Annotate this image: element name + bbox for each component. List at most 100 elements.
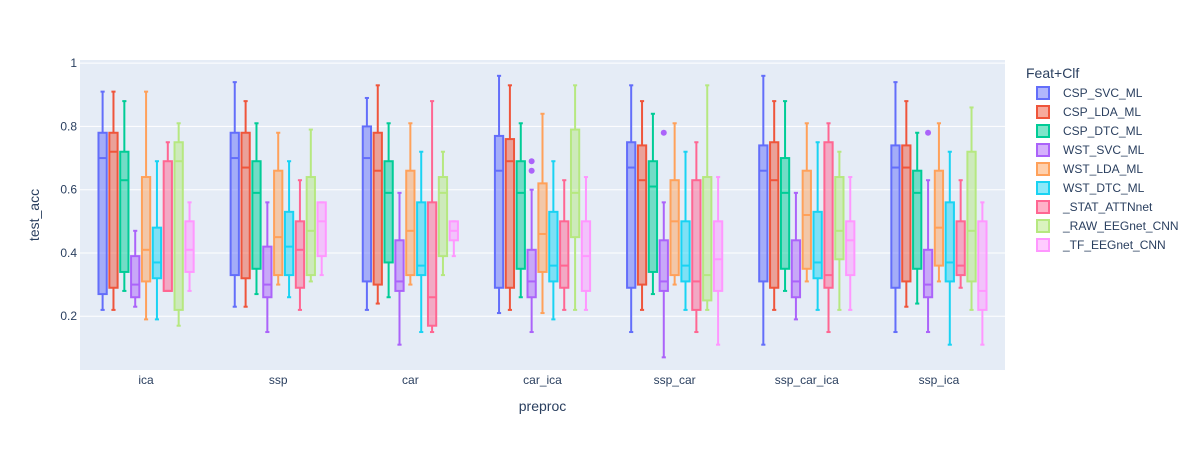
box[interactable] [933, 122, 945, 283]
y-tick-label: 1 [70, 56, 77, 70]
box[interactable] [130, 229, 141, 308]
y-axis-title: test_acc [26, 189, 42, 241]
legend-label: _STAT_ATTNnet [1062, 200, 1153, 214]
series-CSP_DTC_ML [119, 100, 923, 305]
box[interactable] [294, 179, 306, 311]
box[interactable] [229, 81, 240, 308]
box[interactable] [647, 112, 659, 296]
box[interactable] [966, 106, 977, 311]
box[interactable] [790, 191, 802, 321]
box[interactable] [944, 150, 955, 346]
box[interactable] [504, 84, 516, 311]
outlier-point[interactable] [925, 129, 932, 136]
box[interactable] [162, 141, 173, 292]
legend-item-WST_SVC_ML[interactable]: WST_SVC_ML [1036, 143, 1145, 157]
legend-item-CSP_LDA_ML[interactable]: CSP_LDA_ML [1036, 105, 1141, 119]
box-iqr [834, 176, 845, 261]
box[interactable] [372, 84, 383, 305]
box[interactable] [812, 141, 823, 311]
box[interactable] [383, 122, 394, 299]
box-iqr [977, 220, 988, 311]
box-iqr [901, 144, 912, 283]
box[interactable] [779, 100, 791, 292]
box-iqr [416, 201, 427, 277]
outlier-point[interactable] [528, 158, 535, 165]
box[interactable] [262, 201, 273, 334]
legend-item-CSP_SVC_ML[interactable]: CSP_SVC_ML [1036, 86, 1143, 100]
box[interactable] [526, 158, 537, 334]
box[interactable] [140, 90, 152, 321]
legend[interactable]: CSP_SVC_ML CSP_LDA_ML CSP_DTC_ML WST_SVC_ML… [1036, 86, 1179, 252]
box[interactable] [823, 122, 834, 334]
box-iqr [140, 176, 152, 283]
legend-item-_STAT_ATTNnet[interactable]: _STAT_ATTNnet [1036, 200, 1153, 214]
box-iqr [151, 226, 163, 280]
box[interactable] [845, 176, 856, 311]
box[interactable] [691, 141, 702, 334]
box[interactable] [316, 201, 327, 277]
legend-item-CSP_DTC_ML[interactable]: CSP_DTC_ML [1036, 124, 1143, 138]
box[interactable] [912, 131, 923, 305]
box[interactable] [658, 129, 669, 359]
x-tick-label: car_ica [523, 373, 562, 387]
x-tick-label: ssp_car_ica [775, 373, 839, 387]
box[interactable] [173, 122, 184, 327]
box[interactable] [769, 100, 780, 311]
box[interactable] [922, 129, 934, 334]
box-iqr [294, 220, 306, 289]
box[interactable] [448, 220, 459, 258]
legend-swatch [1036, 219, 1050, 233]
box[interactable] [108, 90, 119, 311]
box[interactable] [184, 201, 195, 292]
box[interactable] [437, 150, 449, 277]
box[interactable] [151, 160, 163, 321]
box-iqr [823, 141, 834, 289]
box[interactable] [569, 84, 581, 311]
box[interactable] [712, 176, 724, 346]
box[interactable] [493, 74, 505, 315]
box[interactable] [801, 122, 812, 283]
box[interactable] [559, 179, 570, 311]
box[interactable] [680, 150, 691, 311]
box[interactable] [890, 81, 901, 334]
outlier-point[interactable] [660, 129, 667, 136]
series-_RAW_EEGnet_CNN [173, 84, 977, 327]
box-iqr [130, 255, 141, 299]
box[interactable] [580, 176, 592, 311]
box-iqr [966, 150, 977, 283]
box[interactable] [283, 160, 295, 299]
box[interactable] [405, 122, 416, 286]
box[interactable] [758, 74, 769, 346]
box[interactable] [97, 90, 108, 311]
legend-label: WST_SVC_ML [1063, 143, 1145, 157]
legend-item-WST_LDA_ML[interactable]: WST_LDA_ML [1036, 162, 1143, 176]
box-iqr [251, 160, 262, 270]
box[interactable] [251, 122, 262, 296]
box[interactable] [273, 131, 284, 286]
box[interactable] [669, 122, 680, 286]
box[interactable] [834, 150, 845, 311]
outlier-point[interactable] [528, 167, 535, 174]
box[interactable] [955, 179, 966, 289]
legend-item-_TF_EEGnet_CNN[interactable]: _TF_EEGnet_CNN [1036, 238, 1166, 252]
box[interactable] [119, 100, 130, 292]
legend-label: CSP_LDA_ML [1063, 105, 1141, 119]
box-iqr [493, 134, 505, 289]
box[interactable] [537, 112, 548, 315]
box[interactable] [305, 128, 316, 283]
legend-swatch [1036, 86, 1050, 100]
legend-item-_RAW_EEGnet_CNN[interactable]: _RAW_EEGnet_CNN [1036, 219, 1179, 233]
box[interactable] [240, 100, 251, 308]
box[interactable] [636, 100, 648, 311]
box[interactable] [702, 84, 713, 311]
box[interactable] [901, 100, 912, 308]
box[interactable] [394, 191, 405, 346]
box[interactable] [626, 84, 637, 334]
box[interactable] [426, 100, 438, 334]
box[interactable] [361, 96, 373, 311]
box[interactable] [977, 201, 988, 346]
box[interactable] [416, 150, 427, 334]
box[interactable] [548, 160, 559, 321]
legend-item-WST_DTC_ML[interactable]: WST_DTC_ML [1036, 181, 1145, 195]
box[interactable] [515, 122, 526, 299]
